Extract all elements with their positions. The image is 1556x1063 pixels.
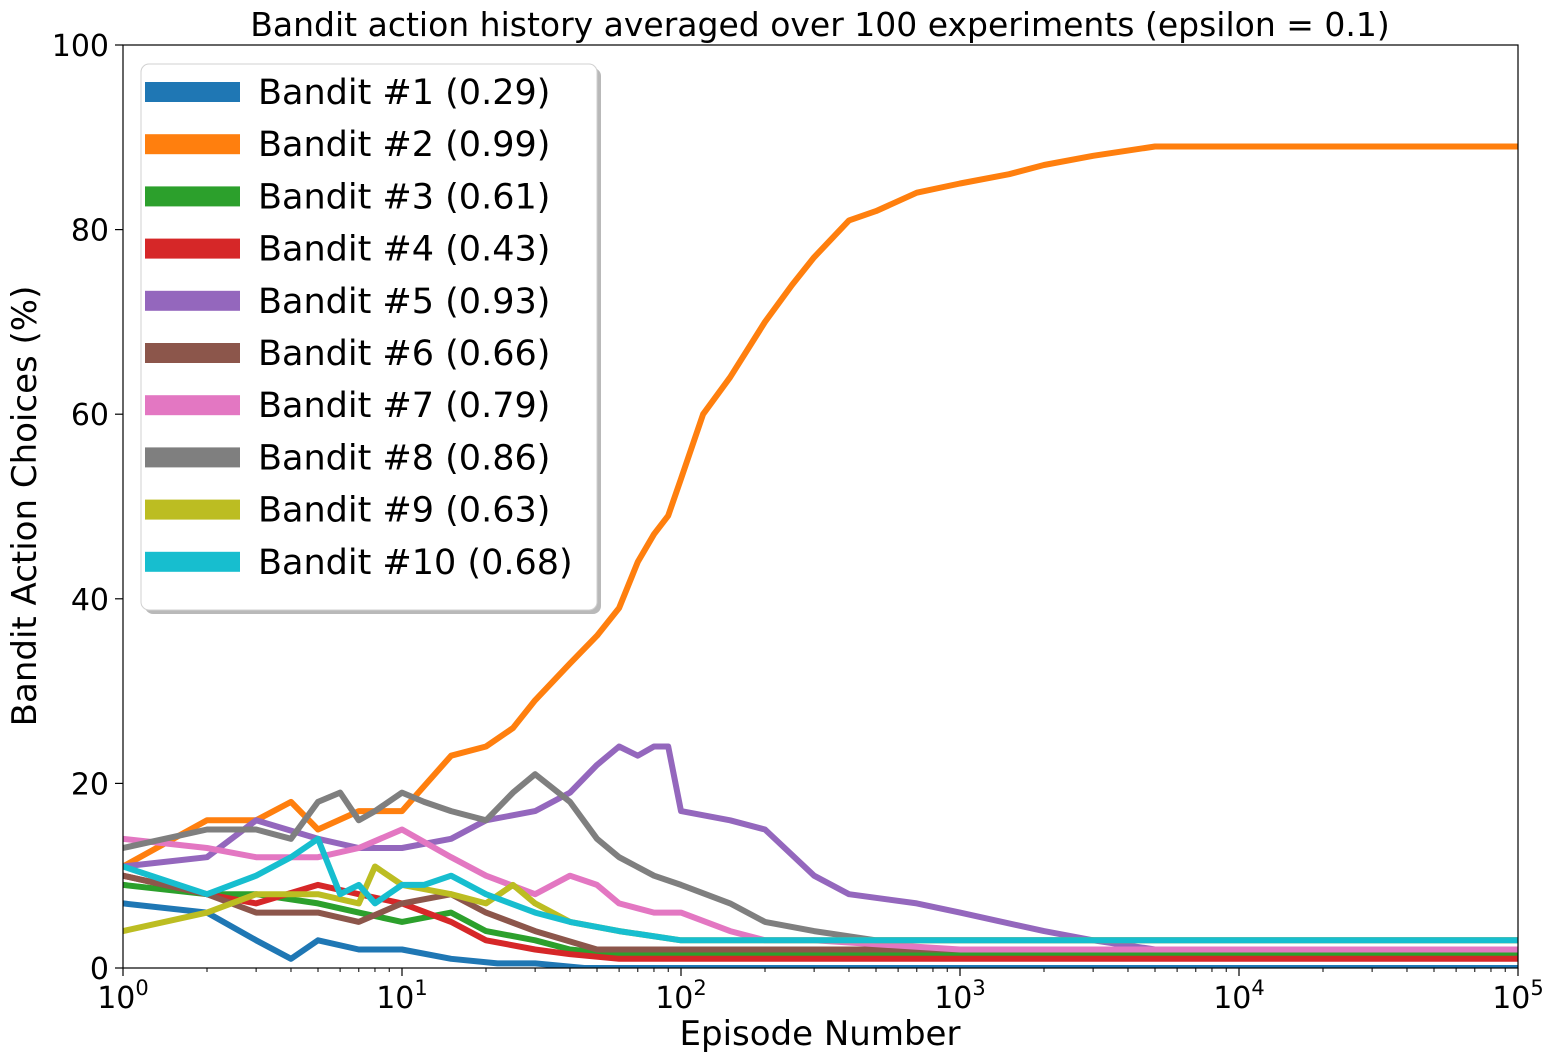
legend-label-bandit-5: Bandit #5 (0.93) bbox=[258, 282, 550, 322]
series-line-bandit-6 bbox=[123, 872, 1518, 953]
series-layer bbox=[123, 143, 1518, 968]
legend-swatch-bandit-2 bbox=[145, 134, 240, 155]
series-line-bandit-1 bbox=[123, 900, 1518, 968]
y-axis: 0 20 40 60 80 100 bbox=[52, 29, 123, 987]
legend: Bandit #1 (0.29) Bandit #2 (0.99) Bandit #… bbox=[140, 63, 601, 614]
plot-frame bbox=[122, 44, 1519, 969]
x-tick-label: 102 bbox=[655, 976, 707, 1016]
series-line-bandit-8 bbox=[123, 771, 1518, 944]
y-tick-label: 0 bbox=[90, 952, 109, 987]
legend-swatch-bandit-3 bbox=[145, 186, 240, 207]
legend-label-bandit-10: Bandit #10 (0.68) bbox=[258, 543, 573, 583]
x-tick-label: 103 bbox=[934, 976, 986, 1016]
legend-swatch-bandit-6 bbox=[145, 343, 240, 363]
chart-title: Bandit action history averaged over 100 … bbox=[250, 5, 1389, 44]
y-axis-title: Bandit Action Choices (%) bbox=[5, 286, 45, 727]
legend-swatch-bandit-1 bbox=[145, 82, 240, 102]
legend-box bbox=[140, 63, 598, 611]
x-tick-label: 100 bbox=[97, 976, 149, 1016]
x-tick-label: 101 bbox=[376, 976, 428, 1016]
legend-label-bandit-1: Bandit #1 (0.29) bbox=[258, 73, 550, 113]
legend-label-bandit-4: Bandit #4 (0.43) bbox=[258, 230, 550, 270]
y-tick-label: 20 bbox=[71, 767, 109, 802]
legend-swatch-bandit-9 bbox=[145, 499, 240, 520]
legend-label-bandit-9: Bandit #9 (0.63) bbox=[258, 491, 550, 531]
legend-label-bandit-8: Bandit #8 (0.86) bbox=[258, 438, 550, 478]
series-line-bandit-2 bbox=[123, 143, 1518, 870]
y-tick-label: 80 bbox=[71, 214, 109, 249]
y-tick-label: 100 bbox=[52, 29, 109, 64]
legend-swatch-bandit-10 bbox=[145, 551, 240, 572]
legend-swatch-bandit-5 bbox=[145, 290, 240, 311]
legend-label-bandit-6: Bandit #6 (0.66) bbox=[258, 334, 550, 374]
series-line-bandit-5 bbox=[123, 743, 1518, 953]
series-line-bandit-4 bbox=[123, 872, 1518, 962]
legend-label-bandit-7: Bandit #7 (0.79) bbox=[258, 386, 550, 426]
x-axis: 100 101 102 103 104 105 bbox=[97, 968, 1544, 1016]
y-tick-label: 60 bbox=[71, 398, 109, 433]
legend-label-bandit-2: Bandit #2 (0.99) bbox=[258, 125, 550, 165]
x-tick-label: 105 bbox=[1492, 976, 1544, 1016]
y-tick-label: 40 bbox=[71, 583, 109, 618]
legend-swatch-bandit-4 bbox=[145, 238, 240, 259]
x-tick-label: 104 bbox=[1213, 976, 1265, 1016]
x-axis-title: Episode Number bbox=[680, 1014, 961, 1054]
legend-label-bandit-3: Bandit #3 (0.61) bbox=[258, 177, 550, 217]
series-line-bandit-10 bbox=[123, 835, 1518, 944]
legend-swatch-bandit-7 bbox=[145, 395, 240, 416]
legend-swatch-bandit-8 bbox=[145, 447, 240, 468]
